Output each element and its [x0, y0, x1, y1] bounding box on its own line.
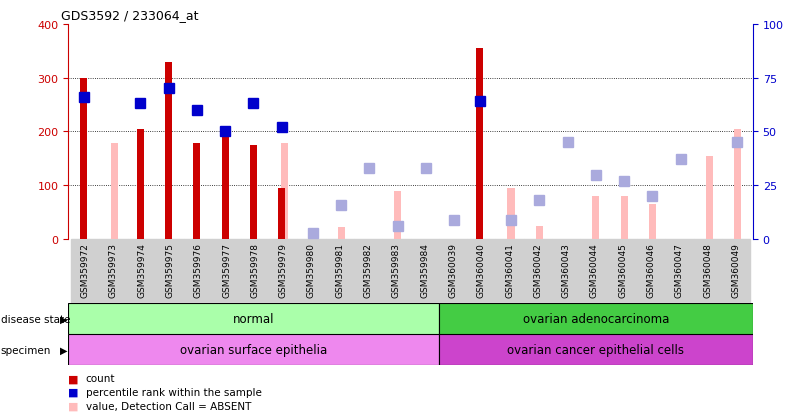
Bar — [592, 197, 599, 240]
Bar — [137, 130, 144, 240]
Bar — [621, 197, 628, 240]
Bar — [281, 144, 288, 240]
Bar — [467, 240, 495, 321]
Bar — [706, 157, 713, 240]
Bar — [694, 240, 722, 321]
Bar — [297, 240, 326, 321]
Text: ovarian surface epithelia: ovarian surface epithelia — [180, 344, 327, 356]
Bar — [536, 226, 543, 240]
Text: GDS3592 / 233064_at: GDS3592 / 233064_at — [61, 9, 199, 22]
Bar — [722, 240, 750, 321]
Bar — [212, 240, 241, 321]
Bar — [637, 240, 665, 321]
Bar — [495, 240, 524, 321]
Bar — [439, 335, 753, 366]
Bar — [382, 240, 410, 321]
Bar — [111, 144, 119, 240]
Bar — [552, 240, 580, 321]
Bar — [665, 240, 694, 321]
Text: ■: ■ — [68, 401, 78, 411]
Bar — [68, 335, 439, 366]
Bar — [309, 232, 316, 240]
Text: count: count — [86, 373, 115, 383]
Bar — [80, 78, 87, 240]
Bar — [99, 240, 127, 321]
Bar — [184, 240, 212, 321]
Bar — [580, 240, 609, 321]
Text: disease state: disease state — [1, 314, 70, 324]
Text: specimen: specimen — [1, 345, 51, 355]
Bar — [326, 240, 354, 321]
Text: normal: normal — [233, 313, 274, 325]
Bar — [439, 304, 753, 335]
Bar — [241, 240, 269, 321]
Bar — [410, 240, 439, 321]
Text: ovarian cancer epithelial cells: ovarian cancer epithelial cells — [508, 344, 685, 356]
Bar — [394, 191, 401, 240]
Bar — [71, 240, 99, 321]
Bar — [354, 240, 382, 321]
Bar — [649, 205, 656, 240]
Bar — [508, 188, 514, 240]
Bar — [734, 130, 741, 240]
Bar — [477, 49, 483, 240]
Text: ▶: ▶ — [60, 345, 67, 355]
Bar — [156, 240, 184, 321]
Bar — [278, 188, 285, 240]
Text: ovarian adenocarcinoma: ovarian adenocarcinoma — [523, 313, 669, 325]
Text: ■: ■ — [68, 387, 78, 397]
Bar — [609, 240, 637, 321]
Text: ■: ■ — [68, 373, 78, 383]
Bar — [338, 228, 344, 240]
Text: ▶: ▶ — [60, 314, 67, 324]
Bar — [68, 304, 439, 335]
Bar — [193, 144, 200, 240]
Bar — [127, 240, 156, 321]
Bar — [165, 62, 172, 240]
Bar — [439, 240, 467, 321]
Bar — [222, 132, 229, 240]
Bar — [269, 240, 297, 321]
Bar — [250, 146, 257, 240]
Text: percentile rank within the sample: percentile rank within the sample — [86, 387, 262, 397]
Bar — [524, 240, 552, 321]
Text: value, Detection Call = ABSENT: value, Detection Call = ABSENT — [86, 401, 251, 411]
